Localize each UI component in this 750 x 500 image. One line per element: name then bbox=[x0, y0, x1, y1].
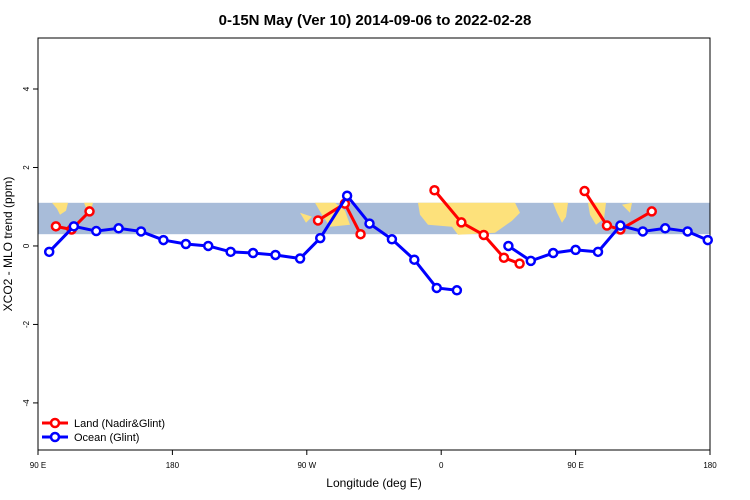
land-shape bbox=[418, 202, 520, 235]
ocean-data-point bbox=[202, 240, 214, 252]
ocean-series-line bbox=[507, 224, 709, 263]
land-data-point bbox=[478, 229, 490, 241]
ocean-data-point bbox=[294, 253, 306, 264]
x-axis: 90 E 180 90 W 0 90 E 180 bbox=[30, 450, 717, 470]
legend: Land (Nadir&Glint) Ocean (Glint) bbox=[42, 417, 165, 444]
land-data-point bbox=[601, 220, 613, 231]
ocean-data-point bbox=[503, 240, 514, 252]
ocean-data-point bbox=[409, 254, 420, 265]
legend-land-label: Land (Nadir&Glint) bbox=[74, 418, 165, 430]
ocean-data-point bbox=[364, 218, 375, 229]
ocean-data-point bbox=[702, 234, 714, 246]
ocean-data-point bbox=[113, 223, 124, 234]
y-axis: -4 -2 0 2 4 bbox=[22, 86, 38, 406]
y-tick-label: -2 bbox=[22, 320, 31, 328]
ocean-data-point bbox=[570, 244, 581, 256]
ocean-data-point bbox=[451, 285, 463, 296]
land-shape bbox=[553, 202, 568, 223]
ocean-data-point bbox=[341, 190, 353, 201]
ocean-data-point bbox=[314, 232, 326, 244]
land-data-point bbox=[355, 228, 366, 240]
plot-frame bbox=[37, 37, 711, 451]
legend-ocean-label: Ocean (Glint) bbox=[74, 432, 139, 444]
ocean-data-point bbox=[135, 226, 147, 237]
land-data-point bbox=[84, 206, 95, 217]
x-tick-label: 90 E bbox=[567, 461, 583, 470]
y-tick-label: -4 bbox=[22, 399, 31, 407]
legend-ocean-marker bbox=[49, 431, 61, 443]
ocean-data-point bbox=[659, 223, 671, 234]
x-tick-label: 90 E bbox=[30, 461, 46, 470]
land-series-line bbox=[583, 190, 653, 231]
ocean-data-point bbox=[682, 226, 693, 237]
y-axis-label: XCO2 - MLO trend (ppm) bbox=[1, 177, 15, 312]
ocean-data-point bbox=[43, 246, 55, 258]
ocean-data-point bbox=[270, 249, 281, 261]
ocean-data-point bbox=[592, 246, 604, 258]
x-axis-label: Longitude (deg E) bbox=[326, 476, 421, 490]
land-data-point bbox=[514, 258, 525, 269]
ocean-data-point bbox=[386, 234, 398, 245]
ocean-data-point bbox=[68, 221, 80, 232]
x-tick-label: 180 bbox=[166, 461, 180, 470]
y-tick-label: 2 bbox=[22, 165, 31, 170]
land-shape bbox=[52, 202, 68, 215]
ocean-data-point bbox=[225, 246, 236, 258]
land-data-point bbox=[498, 252, 510, 263]
ocean-data-point bbox=[90, 225, 102, 237]
ocean-data-point bbox=[547, 247, 559, 259]
ocean-data-point bbox=[615, 220, 626, 231]
land-data-point bbox=[312, 215, 324, 226]
legend-land-marker bbox=[49, 417, 61, 429]
ocean-data-point bbox=[637, 226, 649, 237]
land-shape bbox=[622, 202, 632, 213]
x-tick-label: 90 W bbox=[297, 461, 316, 470]
ocean-data-point bbox=[525, 255, 537, 267]
land-data-point bbox=[579, 185, 590, 197]
ocean-data-point bbox=[247, 247, 259, 259]
ocean-data-point bbox=[158, 234, 169, 246]
y-tick-label: 4 bbox=[22, 86, 31, 91]
land-data-point bbox=[429, 184, 440, 196]
x-tick-label: 180 bbox=[703, 461, 717, 470]
ocean-data-point bbox=[431, 282, 442, 294]
land-data-point bbox=[646, 206, 658, 217]
y-tick-label: 0 bbox=[22, 243, 31, 248]
ocean-data-point bbox=[180, 238, 192, 250]
land-data-point bbox=[50, 221, 62, 232]
series-layer bbox=[43, 184, 714, 296]
latitude-band bbox=[38, 202, 710, 235]
land-data-point bbox=[456, 217, 467, 228]
land-shape bbox=[315, 202, 350, 227]
land-shape bbox=[300, 212, 312, 223]
x-tick-label: 0 bbox=[439, 461, 444, 470]
chart-title: 0-15N May (Ver 10) 2014-09-06 to 2022-02… bbox=[219, 12, 532, 29]
